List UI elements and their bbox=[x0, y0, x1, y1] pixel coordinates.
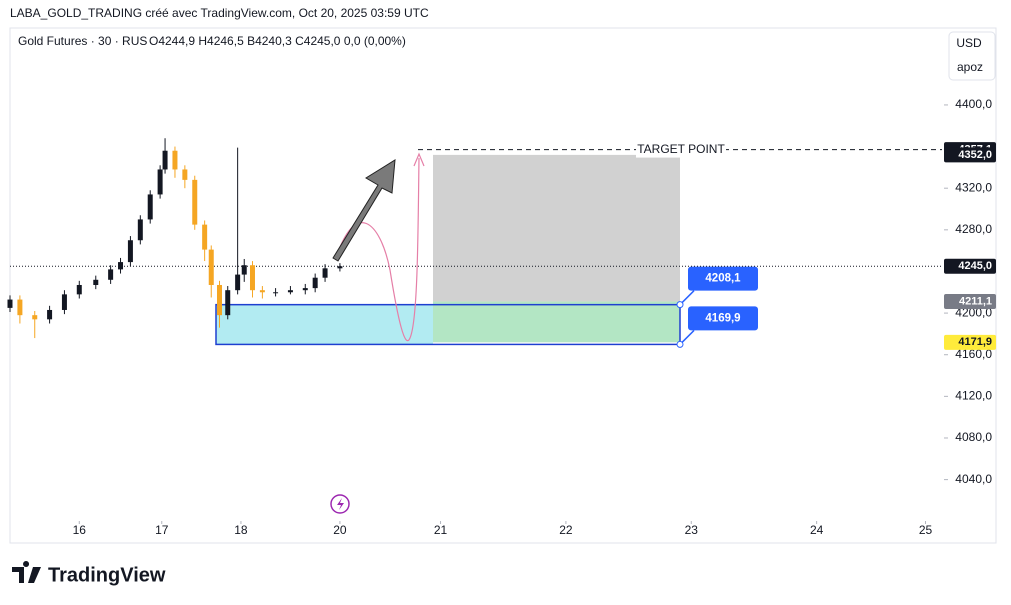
zone-handle bbox=[676, 340, 684, 348]
unit: apoz bbox=[957, 60, 983, 74]
x-tick-label: 17 bbox=[155, 523, 169, 537]
zone-label: 4169,9 bbox=[705, 312, 740, 324]
candle-body bbox=[137, 219, 143, 241]
y-tick-label: 4160,0 bbox=[955, 347, 992, 361]
x-tick-label: 21 bbox=[434, 523, 448, 537]
candle-body bbox=[287, 290, 293, 293]
ohlc: O4244,9 H4246,5 B4240,3 C4245,0 0,0 (0,0… bbox=[149, 34, 406, 48]
candle-body bbox=[47, 309, 53, 320]
zone-border bbox=[215, 303, 681, 346]
candle-body bbox=[216, 284, 222, 316]
y-tick-label: 4280,0 bbox=[955, 222, 992, 236]
price-label: 4352,0 bbox=[958, 149, 992, 161]
candle-body bbox=[76, 284, 82, 295]
chart-frame bbox=[9, 27, 997, 544]
y-tick-label: 4320,0 bbox=[955, 180, 992, 194]
candle-body bbox=[147, 194, 153, 220]
symbol: Gold Futures · 30 · RUS bbox=[18, 34, 147, 48]
price-label-box bbox=[944, 258, 996, 274]
x-tick-label: 24 bbox=[810, 523, 824, 537]
x-tick-label: 23 bbox=[685, 523, 699, 537]
attribution: LABA_GOLD_TRADING créé avec TradingView.… bbox=[10, 6, 429, 20]
candle-body bbox=[32, 315, 38, 320]
zone-label-box bbox=[688, 266, 758, 291]
candle-body bbox=[202, 224, 208, 250]
zone-label: 4208,1 bbox=[705, 273, 741, 285]
candle-body bbox=[241, 265, 247, 275]
events-icon[interactable] bbox=[330, 494, 350, 514]
candle-body bbox=[93, 279, 99, 285]
candle-body bbox=[235, 274, 241, 291]
pink-projection bbox=[335, 157, 420, 341]
price-label-box bbox=[944, 334, 996, 350]
target-label: TARGET POINT bbox=[637, 142, 725, 156]
candle-body bbox=[162, 150, 168, 170]
candle-body bbox=[17, 299, 23, 316]
zone-label-box bbox=[688, 306, 758, 331]
candle-body bbox=[322, 268, 328, 278]
logo-text: TradingView bbox=[48, 564, 166, 586]
candle-body bbox=[273, 292, 279, 294]
x-tick-label: 20 bbox=[333, 523, 347, 537]
candle-body bbox=[192, 179, 198, 225]
target-label-bg bbox=[636, 141, 726, 158]
x-tick-label: 18 bbox=[234, 523, 248, 537]
candle-body bbox=[7, 299, 13, 308]
candle-body bbox=[108, 269, 114, 280]
x-tick-label: 16 bbox=[73, 523, 87, 537]
candle-body bbox=[127, 240, 133, 263]
price-label-box bbox=[944, 294, 996, 310]
event-bolt bbox=[337, 498, 344, 510]
currency-button[interactable] bbox=[948, 31, 996, 81]
price-label: 4245,0 bbox=[958, 260, 992, 272]
currency: USD bbox=[956, 36, 982, 50]
candle-body bbox=[249, 265, 255, 291]
target-area bbox=[433, 154, 680, 302]
y-tick-label: 4120,0 bbox=[955, 389, 992, 403]
logo-icon bbox=[12, 561, 41, 583]
y-tick-label: 4080,0 bbox=[955, 430, 992, 444]
candle-body bbox=[182, 169, 188, 180]
trend-arrow bbox=[332, 159, 396, 262]
candle-body bbox=[118, 262, 124, 270]
price-label-box bbox=[944, 147, 996, 163]
logo: TradingView bbox=[12, 561, 166, 586]
candle-body bbox=[172, 150, 178, 170]
pink-arrowhead bbox=[413, 152, 425, 167]
price-label: 4211,1 bbox=[959, 295, 992, 307]
price-label: 4171,9 bbox=[958, 336, 992, 348]
candle-body bbox=[259, 290, 265, 293]
candle-body bbox=[302, 288, 308, 291]
stop-area bbox=[433, 301, 680, 343]
candle-body bbox=[312, 277, 318, 289]
candle-body bbox=[208, 249, 214, 285]
x-tick-label: 22 bbox=[559, 523, 573, 537]
candle-body bbox=[61, 294, 67, 310]
candle-body bbox=[337, 266, 343, 269]
zone-handle bbox=[676, 301, 684, 309]
y-tick-label: 4400,0 bbox=[955, 97, 992, 111]
candle-body bbox=[225, 290, 231, 316]
y-tick-label: 4040,0 bbox=[955, 472, 992, 486]
candle-body bbox=[157, 169, 163, 195]
x-tick-label: 25 bbox=[919, 523, 933, 537]
